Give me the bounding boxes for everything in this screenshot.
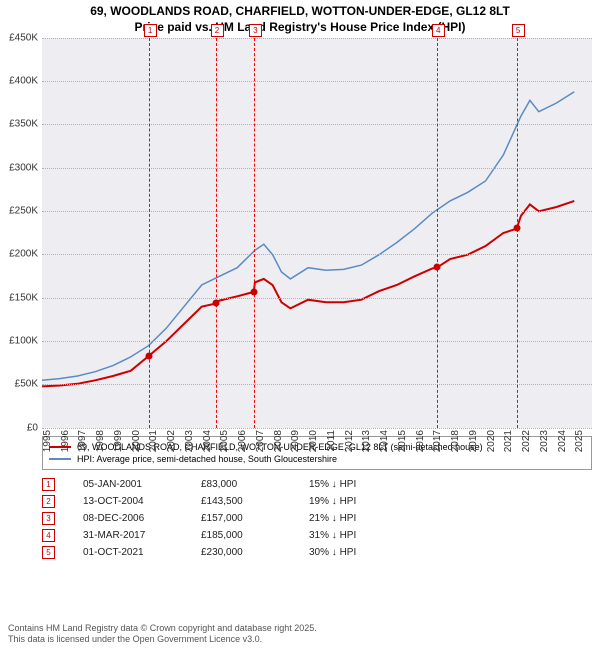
- sale-marker: 4: [437, 38, 438, 428]
- sale-row-number: 1: [42, 478, 55, 491]
- chart-footer: Contains HM Land Registry data © Crown c…: [8, 623, 317, 646]
- sale-marker-number: 2: [211, 24, 224, 37]
- x-axis-label: 1998: [95, 430, 106, 452]
- y-axis-label: £50K: [15, 379, 38, 390]
- x-axis-label: 2023: [539, 430, 550, 452]
- series-line: [42, 200, 574, 386]
- sale-row: 4 31-MAR-2017 £185,000 31% ↓ HPI: [42, 527, 592, 544]
- sale-delta: 30% ↓ HPI: [309, 547, 356, 558]
- sale-date: 05-JAN-2001: [83, 479, 173, 490]
- x-axis-label: 2001: [148, 430, 159, 452]
- sale-date: 08-DEC-2006: [83, 513, 173, 524]
- x-axis-label: 1999: [113, 430, 124, 452]
- x-axis-label: 2013: [361, 430, 372, 452]
- sale-row-number: 2: [42, 495, 55, 508]
- x-axis-label: 2024: [557, 430, 568, 452]
- x-axis-label: 2008: [273, 430, 284, 452]
- price-chart: £0£50K£100K£150K£200K£250K£300K£350K£400…: [42, 38, 592, 428]
- sale-price: £143,500: [201, 496, 281, 507]
- sale-point: [250, 288, 257, 295]
- sale-price: £230,000: [201, 547, 281, 558]
- sale-delta: 19% ↓ HPI: [309, 496, 356, 507]
- sale-marker: 3: [254, 38, 255, 428]
- chart-lines: [42, 38, 592, 428]
- sale-delta: 31% ↓ HPI: [309, 530, 356, 541]
- y-axis-label: £100K: [9, 335, 38, 346]
- x-axis-label: 2012: [344, 430, 355, 452]
- sale-row-number: 4: [42, 529, 55, 542]
- x-axis-label: 2006: [237, 430, 248, 452]
- sale-row: 2 13-OCT-2004 £143,500 19% ↓ HPI: [42, 493, 592, 510]
- x-axis-label: 2003: [184, 430, 195, 452]
- x-axis-label: 2005: [219, 430, 230, 452]
- sale-point: [433, 264, 440, 271]
- x-axis-label: 2025: [574, 430, 585, 452]
- x-axis-label: 1995: [42, 430, 53, 452]
- x-axis-label: 2021: [503, 430, 514, 452]
- footer-line1: Contains HM Land Registry data © Crown c…: [8, 623, 317, 635]
- x-axis-label: 2016: [415, 430, 426, 452]
- x-axis-label: 2019: [468, 430, 479, 452]
- sale-row-number: 3: [42, 512, 55, 525]
- y-axis-label: £200K: [9, 249, 38, 260]
- sale-row-number: 5: [42, 546, 55, 559]
- sales-table: 1 05-JAN-2001 £83,000 15% ↓ HPI 2 13-OCT-2004…: [42, 476, 592, 561]
- y-axis-label: £350K: [9, 119, 38, 130]
- x-axis-label: 1996: [60, 430, 71, 452]
- sale-marker-number: 5: [512, 24, 525, 37]
- sale-marker-number: 1: [144, 24, 157, 37]
- sale-date: 01-OCT-2021: [83, 547, 173, 558]
- footer-line2: This data is licensed under the Open Gov…: [8, 634, 317, 646]
- sale-price: £185,000: [201, 530, 281, 541]
- y-axis-label: £250K: [9, 205, 38, 216]
- sale-point: [212, 300, 219, 307]
- x-axis-label: 2017: [432, 430, 443, 452]
- sale-delta: 21% ↓ HPI: [309, 513, 356, 524]
- x-axis-label: 2011: [326, 430, 337, 452]
- legend-swatch-hpi: [49, 458, 71, 460]
- sale-delta: 15% ↓ HPI: [309, 479, 356, 490]
- y-axis-label: £300K: [9, 162, 38, 173]
- chart-title-line1: 69, WOODLANDS ROAD, CHARFIELD, WOTTON-UN…: [0, 0, 600, 20]
- x-axis-label: 2018: [450, 430, 461, 452]
- sale-marker: 2: [216, 38, 217, 428]
- sale-price: £157,000: [201, 513, 281, 524]
- x-axis-label: 2004: [202, 430, 213, 452]
- x-axis-label: 2002: [166, 430, 177, 452]
- sale-point: [145, 352, 152, 359]
- sale-marker-number: 3: [249, 24, 262, 37]
- y-axis-label: £450K: [9, 32, 38, 43]
- x-axis-label: 2022: [521, 430, 532, 452]
- sale-point: [513, 225, 520, 232]
- sale-marker-number: 4: [432, 24, 445, 37]
- x-axis-label: 2015: [397, 430, 408, 452]
- chart-title-line2: Price paid vs. HM Land Registry's House …: [0, 20, 600, 38]
- sale-date: 13-OCT-2004: [83, 496, 173, 507]
- sale-price: £83,000: [201, 479, 281, 490]
- y-axis-label: £400K: [9, 75, 38, 86]
- x-axis-label: 2014: [379, 430, 390, 452]
- sale-marker: 5: [517, 38, 518, 428]
- x-axis-label: 1997: [77, 430, 88, 452]
- x-axis-label: 2010: [308, 430, 319, 452]
- series-line: [42, 91, 574, 380]
- sale-row: 3 08-DEC-2006 £157,000 21% ↓ HPI: [42, 510, 592, 527]
- x-axis-label: 2020: [486, 430, 497, 452]
- sale-marker: 1: [149, 38, 150, 428]
- sale-row: 5 01-OCT-2021 £230,000 30% ↓ HPI: [42, 544, 592, 561]
- legend-label-hpi: HPI: Average price, semi-detached house,…: [77, 454, 337, 464]
- legend-item-hpi: HPI: Average price, semi-detached house,…: [49, 453, 585, 465]
- x-axis-label: 2007: [255, 430, 266, 452]
- sale-row: 1 05-JAN-2001 £83,000 15% ↓ HPI: [42, 476, 592, 493]
- sale-date: 31-MAR-2017: [83, 530, 173, 541]
- x-axis-label: 2000: [131, 430, 142, 452]
- y-axis-label: £0: [27, 422, 38, 433]
- x-axis-label: 2009: [290, 430, 301, 452]
- y-axis-label: £150K: [9, 292, 38, 303]
